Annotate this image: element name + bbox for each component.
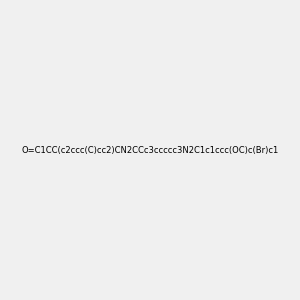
Text: O=C1CC(c2ccc(C)cc2)CN2CCc3ccccc3N2C1c1ccc(OC)c(Br)c1: O=C1CC(c2ccc(C)cc2)CN2CCc3ccccc3N2C1c1cc… <box>21 146 279 154</box>
